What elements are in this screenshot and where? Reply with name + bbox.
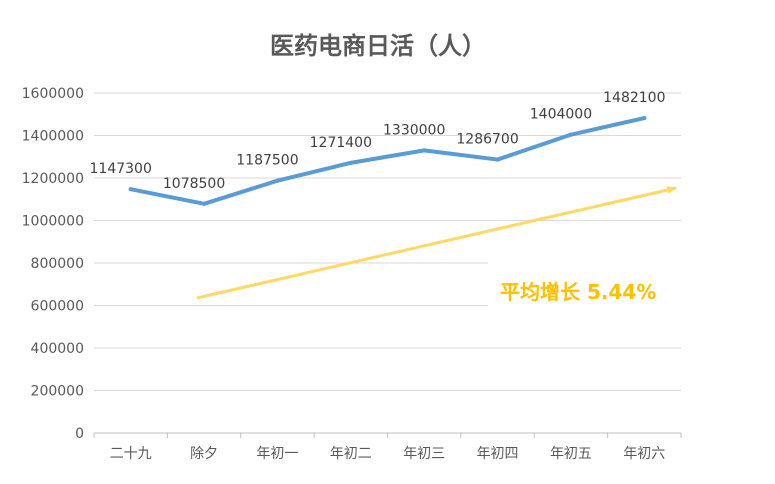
- data-label: 1078500: [163, 176, 225, 192]
- annotation-layer: 平均增长 5.44%: [196, 186, 688, 310]
- x-tick-label: 二十九: [110, 446, 152, 462]
- y-tick-label: 600000: [31, 299, 84, 315]
- y-tick-label: 400000: [31, 341, 84, 357]
- annotation-background: [488, 262, 688, 310]
- x-tick-label: 年初五: [550, 445, 592, 462]
- series-layer: [128, 116, 647, 206]
- data-label: 1482100: [603, 90, 665, 106]
- chart-title: 医药电商日活（人）: [270, 32, 486, 60]
- y-tick-label: 1600000: [22, 86, 84, 102]
- data-label: 1271400: [310, 135, 372, 151]
- data-point: [128, 187, 133, 192]
- grid-layer: [94, 92, 681, 391]
- y-tick-label: 200000: [31, 384, 84, 400]
- data-point: [202, 201, 207, 206]
- series-line: [128, 116, 647, 206]
- x-tick-label: 年初三: [403, 445, 445, 462]
- x-tick-label: 年初二: [330, 445, 372, 462]
- data-point: [568, 132, 573, 137]
- x-tick-label: 除夕: [190, 446, 218, 462]
- x-tick-label: 年初四: [477, 445, 519, 462]
- y-tick-label: 1000000: [22, 214, 84, 230]
- label-layer: 1147300 1078500 1187500 1271400 1330000 12867…: [90, 90, 666, 192]
- data-point: [495, 157, 500, 162]
- axis-layer: 0 200000 400000 600000 800000 1000000 1200000 1…: [22, 86, 682, 462]
- data-label: 1404000: [530, 107, 592, 123]
- trend-arrow: [196, 186, 677, 300]
- x-tick-label: 年初一: [256, 445, 298, 462]
- x-tick-label: 年初六: [623, 445, 665, 462]
- data-point: [422, 148, 427, 153]
- data-point: [275, 178, 280, 183]
- data-label: 1147300: [90, 161, 152, 177]
- data-label: 1286700: [456, 132, 518, 148]
- y-tick-label: 1400000: [22, 129, 84, 145]
- y-tick-label: 0: [75, 426, 84, 442]
- y-tick-label: 800000: [31, 256, 84, 272]
- growth-annotation: 平均增长 5.44%: [500, 280, 656, 304]
- data-point: [642, 116, 647, 121]
- y-tick-label: 1200000: [22, 171, 84, 187]
- data-point: [348, 160, 353, 165]
- data-label: 1187500: [236, 153, 298, 169]
- data-label: 1330000: [383, 122, 445, 138]
